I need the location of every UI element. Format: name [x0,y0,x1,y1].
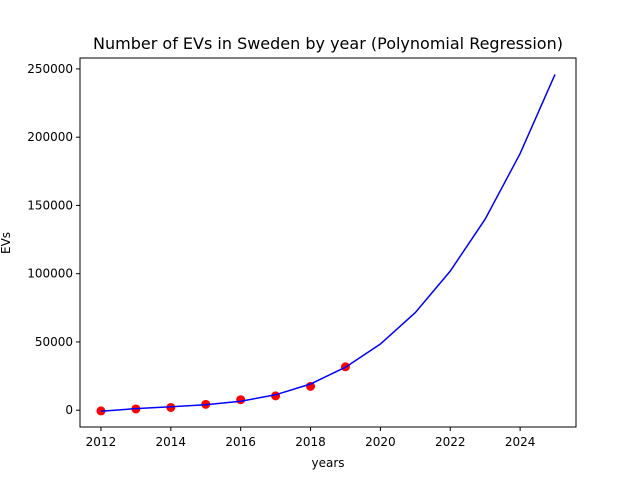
regression-line [100,74,556,413]
y-tick-label: 200000 [27,130,73,144]
data-point [236,395,246,405]
x-axis-label: years [311,456,344,470]
data-point [166,402,176,412]
y-tick-label: 250000 [27,62,73,76]
x-tick-label: 2014 [156,435,187,449]
x-tick-label: 2012 [86,435,117,449]
series-layer [96,74,556,416]
x-axis-ticks: 2012 2014 2016 2018 2020 2022 2024 [86,427,536,449]
y-tick-label: 0 [65,403,73,417]
y-axis-label: EVs [0,232,13,254]
x-tick-label: 2024 [505,435,536,449]
data-point [96,406,106,416]
x-tick-label: 2018 [295,435,326,449]
y-tick-label: 50000 [35,335,73,349]
chart-title: Number of EVs in Sweden by year (Polynom… [93,34,563,53]
x-tick-label: 2016 [225,435,256,449]
y-tick-label: 150000 [27,198,73,212]
y-tick-label: 100000 [27,267,73,281]
x-tick-label: 2022 [435,435,466,449]
axes-frame [79,57,577,428]
x-tick-label: 2020 [365,435,396,449]
y-axis-ticks: 0 50000 100000 150000 200000 250000 [27,62,80,417]
